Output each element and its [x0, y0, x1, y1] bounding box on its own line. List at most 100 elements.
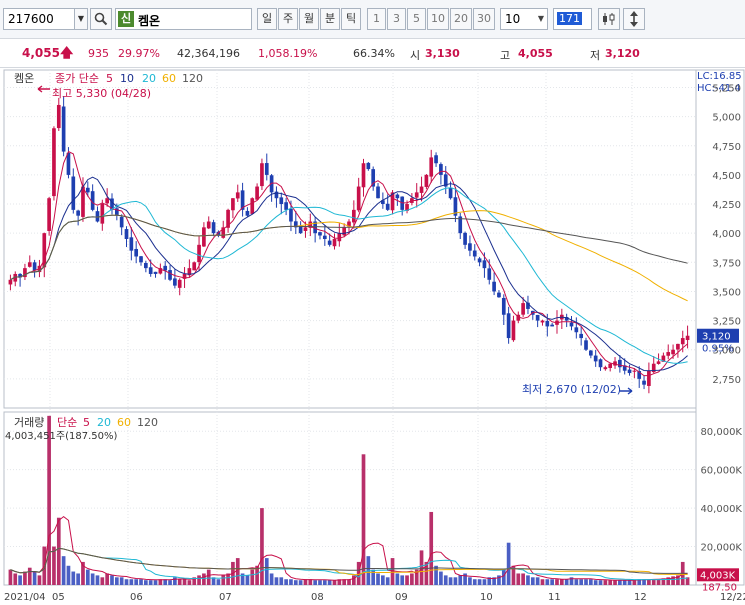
- candle-body: [274, 191, 279, 199]
- volume-bar: [177, 579, 182, 585]
- high-marker-arrow: [37, 85, 50, 93]
- price-tick-label: 3,750: [712, 258, 741, 269]
- candle-body: [540, 320, 545, 323]
- period-month-button[interactable]: 월: [299, 8, 319, 30]
- volume-bar: [27, 567, 32, 585]
- volume-bar: [477, 579, 482, 585]
- time-tick-label: 12/22: [720, 592, 745, 603]
- interval-1-button[interactable]: 1: [367, 8, 386, 30]
- volume-bar: [443, 575, 448, 585]
- volume-bar: [85, 569, 90, 585]
- candle-body: [613, 361, 617, 366]
- trade-volume: 42,364,196: [177, 47, 240, 60]
- interval-3-button[interactable]: 3: [387, 8, 406, 30]
- candle-body: [202, 227, 206, 247]
- period-day-button[interactable]: 일: [257, 8, 277, 30]
- volume-bar: [661, 578, 666, 585]
- volume-bar: [202, 573, 206, 585]
- volume-bar: [535, 577, 540, 585]
- chevron-down-icon: ▼: [537, 14, 544, 23]
- volume-bar: [579, 579, 584, 585]
- time-tick-label: 06: [130, 592, 143, 603]
- candle-body: [173, 278, 177, 286]
- price-tick-label: 3,000: [712, 346, 741, 357]
- vertical-expand-button[interactable]: [623, 8, 645, 30]
- candle-body: [23, 268, 27, 278]
- candle-body: [448, 187, 453, 199]
- stock-chart[interactable]: 켐온 종가 단순 5 10 20 60 120 LC:16.85 HC:-41.…: [0, 68, 745, 605]
- volume-bar: [671, 576, 675, 585]
- open-label: 시: [410, 49, 421, 62]
- volume-bar: [463, 573, 467, 585]
- volume-bar: [47, 415, 51, 585]
- interval-10-button[interactable]: 10: [427, 8, 449, 30]
- volume-bar: [395, 573, 400, 585]
- interval-30-button[interactable]: 30: [473, 8, 495, 30]
- candle-body: [289, 208, 293, 222]
- candle-body: [526, 302, 530, 309]
- low-marker-arrow: [620, 387, 633, 395]
- volume-bar: [105, 573, 109, 585]
- count-select[interactable]: 10 ▼: [500, 8, 548, 30]
- volume-bar: [637, 579, 642, 585]
- candle-body: [685, 335, 690, 341]
- candle-body: [85, 187, 90, 193]
- period-week-button[interactable]: 주: [278, 8, 298, 30]
- candle-body: [293, 221, 298, 228]
- candle-body: [56, 104, 61, 129]
- candle-body: [395, 194, 400, 199]
- price-tick-label: 4,000: [712, 229, 741, 240]
- time-tick-label: 05: [52, 592, 65, 603]
- candle-body: [521, 303, 525, 315]
- candle-style-button[interactable]: [598, 8, 620, 30]
- candle-body: [119, 216, 124, 228]
- candle-body: [211, 222, 216, 234]
- volume-tick-label: 40,000K: [700, 504, 742, 515]
- volume-bar: [376, 573, 380, 585]
- volume-bar: [8, 569, 13, 585]
- candle-body: [163, 265, 168, 271]
- candle-body: [32, 262, 37, 271]
- current-price: 4,055: [22, 46, 60, 60]
- search-button[interactable]: [90, 8, 112, 30]
- volume-bar: [100, 577, 105, 585]
- volume-bar: [487, 577, 492, 585]
- volume-bar: [439, 571, 443, 585]
- stock-name-field[interactable]: 신 켐온: [115, 8, 252, 30]
- view-count-input[interactable]: 171: [553, 8, 592, 30]
- candle-body: [308, 221, 313, 228]
- volume-bar: [23, 571, 27, 585]
- stock-code-input[interactable]: 217600: [3, 8, 75, 30]
- candle-body: [487, 268, 492, 280]
- candle-body: [71, 176, 76, 210]
- volume-bar: [139, 579, 143, 585]
- volume-bar: [279, 577, 284, 585]
- count-select-value: 10: [505, 12, 521, 26]
- candle-body: [61, 106, 66, 152]
- interval-5-button[interactable]: 5: [407, 8, 426, 30]
- volume-bar: [656, 579, 661, 585]
- volume-bar: [632, 580, 637, 585]
- candle-body: [506, 313, 511, 339]
- low-price: 3,120: [605, 47, 640, 60]
- volume-bar: [598, 580, 603, 585]
- period-tick-button[interactable]: 틱: [341, 8, 361, 30]
- price-change: 935: [88, 47, 109, 60]
- candle-body: [453, 197, 458, 216]
- volume-bar: [114, 577, 119, 585]
- candle-body: [124, 229, 129, 239]
- volume-bar: [61, 556, 66, 585]
- volume-bar: [501, 569, 506, 585]
- volume-bar: [593, 580, 598, 585]
- period-minute-button[interactable]: 분: [320, 8, 340, 30]
- candle-body: [545, 320, 550, 327]
- interval-20-button[interactable]: 20: [450, 8, 472, 30]
- volume-bar: [182, 579, 187, 585]
- volume-bar: [385, 577, 390, 585]
- volume-bar: [313, 580, 317, 585]
- volume-bar: [134, 579, 139, 585]
- price-tick-label: 4,250: [712, 200, 741, 211]
- ma120-line: [10, 214, 688, 281]
- code-dropdown-button[interactable]: ▼: [74, 8, 88, 30]
- candle-body: [114, 208, 119, 216]
